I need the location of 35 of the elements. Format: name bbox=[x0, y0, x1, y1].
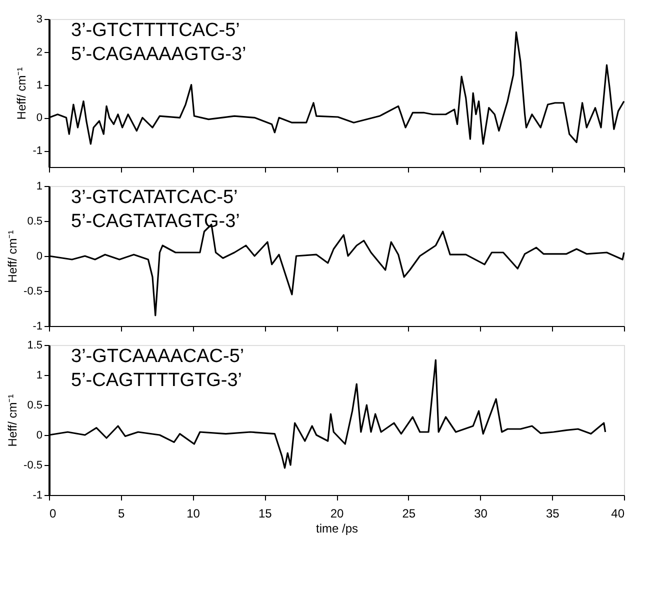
y-tick-label: 2 bbox=[36, 46, 42, 58]
annotation: 5’-CAGAAAAGTG-3’ bbox=[71, 44, 246, 65]
y-tick-label: 0 bbox=[36, 250, 42, 262]
x-tick-label: 10 bbox=[186, 506, 200, 520]
y-axis-title: Heff/ cm⁻¹ bbox=[6, 230, 20, 283]
y-tick-label: 0 bbox=[36, 430, 42, 442]
x-tick-label: 30 bbox=[474, 506, 488, 520]
y-tick-label: 0 bbox=[36, 112, 42, 124]
y-tick-label: -1 bbox=[32, 145, 42, 158]
annotation: 5’-CAGTATAGTG-3’ bbox=[71, 211, 240, 232]
y-tick-label: -0.5 bbox=[24, 460, 42, 472]
x-tick-label: 20 bbox=[330, 506, 344, 520]
annotation: 5’-CAGTTTTGTG-3’ bbox=[71, 370, 242, 391]
x-tick-label: 15 bbox=[258, 506, 272, 520]
y-tick-label: -1 bbox=[32, 490, 42, 502]
y-tick-label: 1 bbox=[36, 180, 42, 192]
x-tick-label: 40 bbox=[611, 506, 625, 520]
x-tick-label: 5 bbox=[118, 506, 126, 520]
y-tick-label: 1 bbox=[36, 370, 42, 382]
y-axis-title: Heff/ cm⁻¹ bbox=[6, 394, 20, 447]
x-tick-label: 0 bbox=[50, 506, 56, 520]
x-tick-label: 35 bbox=[546, 506, 560, 520]
y-axis-title: Heff/ cm⁻¹ bbox=[14, 67, 29, 120]
y-tick-label: -0.5 bbox=[24, 286, 42, 298]
y-tick-label: 0.5 bbox=[27, 400, 42, 412]
y-tick-label: -1 bbox=[32, 320, 42, 332]
annotation: 3’-GTCAAAACAC-5’ bbox=[71, 346, 244, 367]
x-tick-label: 25 bbox=[402, 506, 416, 520]
annotation: 3’-GTCATATCAC-5’ bbox=[71, 187, 238, 208]
y-tick-label: 0.5 bbox=[27, 216, 42, 228]
y-tick-label: 1 bbox=[36, 79, 42, 92]
y-tick-label: 3 bbox=[36, 14, 42, 26]
annotation: 3’-GTCTTTTCAC-5’ bbox=[71, 20, 240, 41]
y-tick-label: 1.5 bbox=[27, 340, 42, 352]
x-axis-title: time /ps bbox=[316, 522, 358, 536]
